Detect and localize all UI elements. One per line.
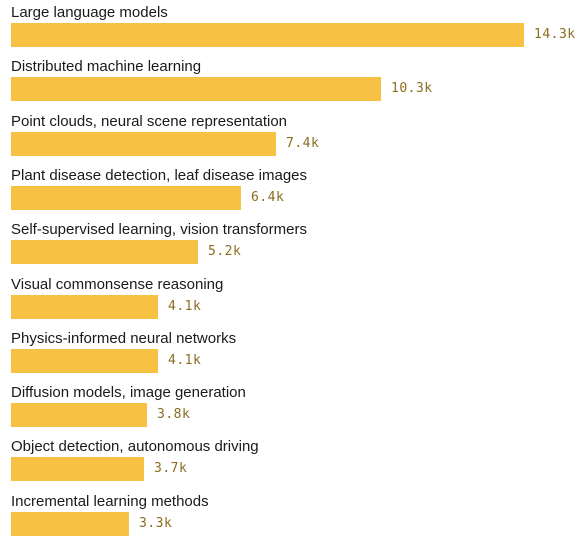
category-label: Visual commonsense reasoning: [11, 275, 224, 293]
value-label: 14.3k: [534, 27, 576, 42]
bar: [11, 348, 158, 373]
value-label: 3.3k: [139, 515, 173, 531]
value-label: 3.8k: [157, 407, 191, 423]
bar: [11, 403, 147, 428]
category-label: Self-supervised learning, vision transfo…: [11, 221, 307, 239]
value-label: 7.4k: [286, 135, 320, 151]
bar: [11, 77, 381, 102]
category-label: Incremental learning methods: [11, 492, 209, 510]
value-label: 5.2k: [208, 244, 242, 260]
value-label: 3.7k: [154, 461, 188, 477]
value-label: 4.1k: [168, 298, 202, 314]
bar: [11, 294, 158, 319]
bar: [11, 23, 524, 47]
value-label: 6.4k: [251, 189, 285, 205]
category-label: Object detection, autonomous driving: [11, 438, 259, 456]
bar: [11, 185, 241, 210]
category-label: Point clouds, neural scene representatio…: [11, 112, 288, 130]
bar: [11, 131, 276, 156]
bar: [11, 511, 129, 536]
category-label: Physics-informed neural networks: [11, 329, 237, 347]
value-label: 10.3k: [391, 81, 433, 97]
bar: [11, 240, 198, 265]
category-label: Distributed machine learning: [11, 58, 202, 76]
category-label: Large language models: [11, 4, 168, 21]
bar: [11, 457, 144, 482]
value-label: 4.1k: [168, 352, 202, 368]
category-label: Plant disease detection, leaf disease im…: [11, 166, 308, 184]
category-label: Diffusion models, image generation: [11, 384, 246, 402]
